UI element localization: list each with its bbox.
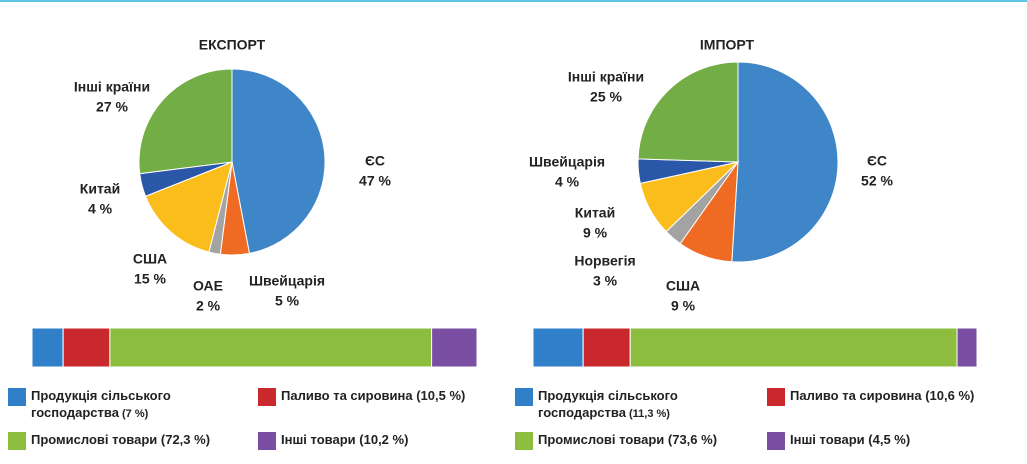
legend-entry: Промислові товари (72,3 %): [31, 432, 271, 447]
slice-label: ЄС: [867, 153, 887, 169]
pie-title: ЕКСПОРТ: [199, 37, 266, 53]
pie-slice: [138, 68, 233, 175]
slice-value: 4 %: [555, 174, 580, 190]
legend-name: Продукція сільського господарства: [538, 388, 678, 420]
legend-swatch: [258, 432, 276, 450]
slice-label: Китай: [575, 205, 615, 221]
legend-swatch: [767, 432, 785, 450]
slice-value: 3 %: [593, 273, 618, 289]
slice-value: 5 %: [275, 293, 300, 309]
slice-label: США: [666, 278, 700, 294]
legend-value: (10,6 %): [925, 388, 975, 403]
slice-label: Інші країни: [74, 79, 150, 95]
slice-label: США: [133, 251, 167, 267]
legend-swatch: [515, 388, 533, 406]
legend-entry: Інші товари (4,5 %): [790, 432, 1027, 447]
legend-entry: Паливо та сировина (10,6 %): [790, 388, 1027, 403]
legend-entry: Продукція сільського господарства (11,3 …: [538, 388, 688, 422]
pie-slice: [637, 61, 739, 163]
legend-value: (7 %): [122, 408, 149, 420]
bar-segment: [431, 327, 478, 368]
legend-value: (72,3 %): [160, 432, 211, 447]
bar-segment: [31, 327, 64, 368]
slice-value: 52 %: [861, 173, 893, 189]
slice-label: ОАЕ: [193, 278, 223, 294]
slice-value: 2 %: [196, 298, 221, 314]
legend-entry: Промислові товари (73,6 %): [538, 432, 778, 447]
bar-segment: [109, 327, 433, 368]
bar-segment: [532, 327, 584, 368]
legend-name: Промислові товари: [538, 432, 665, 447]
pie-slice: [231, 68, 326, 254]
legend-value: (4,5 %): [868, 432, 911, 447]
slice-value: 9 %: [671, 298, 696, 314]
legend-value: (11,3 %): [629, 408, 670, 420]
legend-name: Паливо та сировина: [790, 388, 922, 403]
slice-value: 25 %: [590, 89, 622, 105]
pie-slice: [731, 61, 839, 263]
legend-value: (10,5 %): [416, 388, 466, 403]
slice-value: 47 %: [359, 173, 391, 189]
legend-entry: Продукція сільського господарства (7 %): [31, 388, 181, 422]
slice-value: 27 %: [96, 99, 128, 115]
legend-name: Паливо та сировина: [281, 388, 413, 403]
legend-swatch: [8, 388, 26, 406]
slice-label: Швейцарія: [249, 273, 325, 289]
legend-name: Інші товари: [281, 432, 356, 447]
slice-label: Швейцарія: [529, 154, 605, 170]
legend-entry: Інші товари (10,2 %): [281, 432, 521, 447]
pie-title: ІМПОРТ: [700, 37, 755, 53]
legend-swatch: [767, 388, 785, 406]
legend-name: Інші товари: [790, 432, 865, 447]
slice-label: ЄС: [365, 153, 385, 169]
legend-name: Промислові товари: [31, 432, 158, 447]
legend-name: Продукція сільського господарства: [31, 388, 171, 420]
slice-value: 4 %: [88, 201, 113, 217]
slice-value: 9 %: [583, 225, 608, 241]
bar-segment: [62, 327, 111, 368]
legend-value: (10,2 %): [359, 432, 409, 447]
bar-segment: [956, 327, 978, 368]
legend-entry: Паливо та сировина (10,5 %): [281, 388, 521, 403]
slice-label: Норвегія: [574, 253, 635, 269]
slice-label: Інші країни: [568, 69, 644, 85]
pie-slice: [144, 161, 233, 253]
legend-swatch: [515, 432, 533, 450]
slice-label: Китай: [80, 181, 120, 197]
legend-swatch: [258, 388, 276, 406]
bar-segment: [629, 327, 958, 368]
legend-value: (73,6 %): [667, 432, 718, 447]
slice-value: 15 %: [134, 271, 166, 287]
bar-segment: [582, 327, 631, 368]
legend-swatch: [8, 432, 26, 450]
